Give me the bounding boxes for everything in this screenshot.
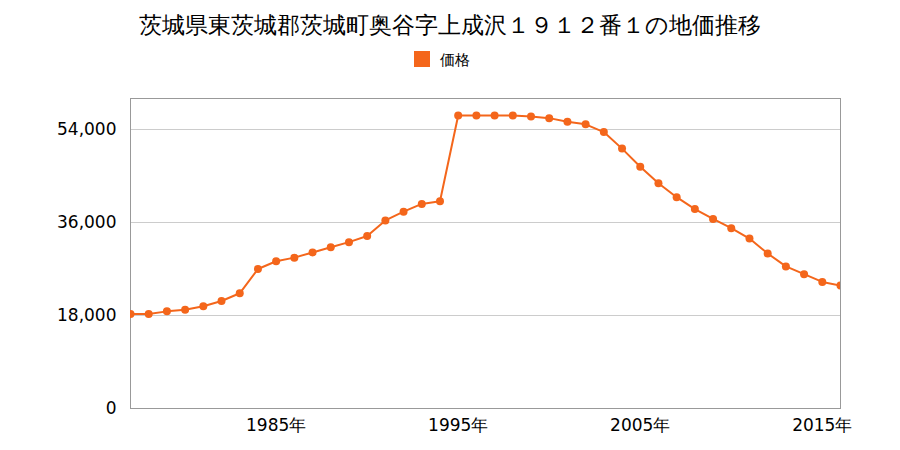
html-text:茨城県東茨城郡茨城町奥谷字上成沢１９１２番１の地価推移: 茨城県東茨城郡茨城町奥谷字上成沢１９１２番１の地価推移 [139,12,761,38]
svg-text:54,000: 54,000 [57,119,116,139]
svg-text:36,000: 36,000 [57,212,116,232]
html-text:価格: 価格 [440,51,470,69]
svg-text:2015年: 2015年 [792,415,852,435]
svg-text:18,000: 18,000 [57,305,116,325]
svg-text:2005年: 2005年 [610,415,670,435]
svg-text:0: 0 [106,398,117,418]
svg-text:1995年: 1995年 [428,415,488,435]
svg-text:1985年: 1985年 [246,415,306,435]
